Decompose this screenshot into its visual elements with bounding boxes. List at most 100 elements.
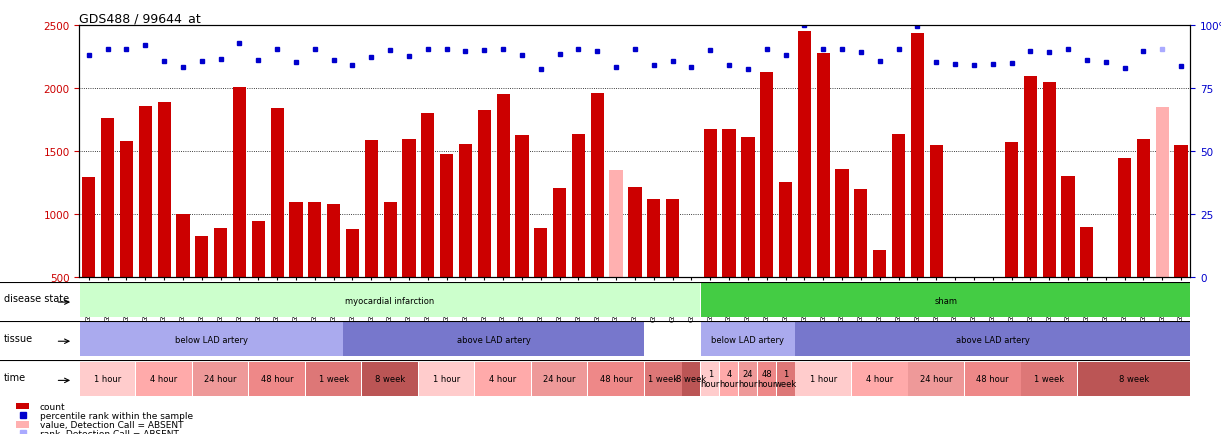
Text: myocardial infarction: myocardial infarction — [346, 296, 435, 305]
Text: 1 week: 1 week — [1034, 374, 1065, 383]
Bar — [1043, 82, 1056, 341]
Bar — [949, 293, 962, 341]
Bar — [720, 362, 739, 396]
Bar — [967, 293, 980, 341]
Bar — [779, 182, 792, 341]
Text: 24 hour: 24 hour — [204, 374, 237, 383]
Bar — [193, 362, 249, 396]
Text: 4 hour: 4 hour — [490, 374, 516, 383]
Bar — [761, 72, 773, 341]
Bar — [739, 362, 757, 396]
Text: 24 hour: 24 hour — [919, 374, 952, 383]
Bar — [403, 139, 415, 341]
Text: percentile rank within the sample: percentile rank within the sample — [40, 411, 193, 420]
Bar — [1137, 140, 1150, 341]
Bar — [1024, 76, 1037, 341]
Bar — [795, 362, 851, 396]
Bar — [873, 250, 886, 341]
Bar — [249, 362, 305, 396]
Bar — [1118, 158, 1131, 341]
Bar — [723, 129, 736, 341]
Bar — [647, 200, 661, 341]
Text: 48 hour: 48 hour — [600, 374, 632, 383]
Bar — [797, 33, 811, 341]
Text: 1
week: 1 week — [774, 369, 797, 388]
Bar — [346, 230, 359, 341]
Bar — [777, 362, 795, 396]
Text: above LAD artery: above LAD artery — [956, 335, 1029, 344]
Bar — [137, 362, 192, 396]
Bar — [852, 362, 907, 396]
Bar — [701, 322, 795, 357]
Text: count: count — [40, 402, 65, 411]
Bar — [1005, 143, 1018, 341]
Text: 1 week: 1 week — [319, 374, 349, 383]
Bar — [741, 138, 755, 341]
Bar — [289, 202, 303, 341]
Bar — [534, 229, 547, 341]
Text: tissue: tissue — [4, 333, 33, 343]
Text: 4 hour: 4 hour — [150, 374, 178, 383]
Text: below LAD artery: below LAD artery — [712, 335, 784, 344]
Bar — [645, 362, 681, 396]
Text: time: time — [4, 372, 26, 382]
Bar — [1155, 108, 1168, 341]
Bar — [82, 178, 95, 341]
Bar — [120, 142, 133, 341]
Text: value, Detection Call = ABSENT: value, Detection Call = ABSENT — [40, 420, 183, 429]
Text: 1
hour: 1 hour — [701, 369, 720, 388]
Bar — [305, 362, 361, 396]
Bar — [79, 322, 343, 357]
Bar — [965, 362, 1021, 396]
Bar — [609, 171, 623, 341]
Bar — [531, 362, 587, 396]
Bar — [1081, 227, 1094, 341]
Text: 4 hour: 4 hour — [866, 374, 894, 383]
Bar — [683, 362, 701, 396]
Text: 48
hour: 48 hour — [757, 369, 777, 388]
Bar — [591, 94, 604, 341]
Bar — [685, 304, 698, 341]
Bar — [419, 362, 475, 396]
Bar — [553, 188, 567, 341]
Bar — [421, 114, 435, 341]
Bar — [16, 421, 29, 427]
Bar — [363, 362, 418, 396]
Bar — [477, 110, 491, 341]
Bar — [515, 135, 529, 341]
Bar — [1078, 362, 1190, 396]
Bar — [589, 362, 643, 396]
Text: 1 hour: 1 hour — [94, 374, 121, 383]
Bar — [1099, 316, 1112, 341]
Bar — [475, 362, 531, 396]
Bar — [701, 283, 1190, 318]
Bar — [327, 205, 341, 341]
Bar — [665, 200, 679, 341]
Bar — [16, 403, 29, 409]
Bar — [893, 134, 905, 341]
Text: rank, Detection Call = ABSENT: rank, Detection Call = ABSENT — [40, 429, 178, 434]
Bar — [271, 109, 283, 341]
Text: 48 hour: 48 hour — [261, 374, 293, 383]
Text: 24
hour: 24 hour — [739, 369, 757, 388]
Bar — [214, 229, 227, 341]
Bar — [252, 221, 265, 341]
Bar — [440, 155, 453, 341]
Bar — [1175, 146, 1188, 341]
Bar — [629, 187, 641, 341]
Text: disease state: disease state — [4, 294, 70, 304]
Text: 4
hour: 4 hour — [719, 369, 739, 388]
Bar — [176, 214, 189, 341]
Text: 24 hour: 24 hour — [543, 374, 576, 383]
Bar — [158, 103, 171, 341]
Text: 1 week: 1 week — [648, 374, 678, 383]
Text: above LAD artery: above LAD artery — [457, 335, 531, 344]
Text: 8 week: 8 week — [1118, 374, 1149, 383]
Bar — [497, 95, 509, 341]
Bar — [758, 362, 775, 396]
Bar — [855, 190, 867, 341]
Text: 8 week: 8 week — [676, 374, 707, 383]
Text: 8 week: 8 week — [375, 374, 405, 383]
Bar — [795, 322, 1190, 357]
Bar — [101, 118, 115, 341]
